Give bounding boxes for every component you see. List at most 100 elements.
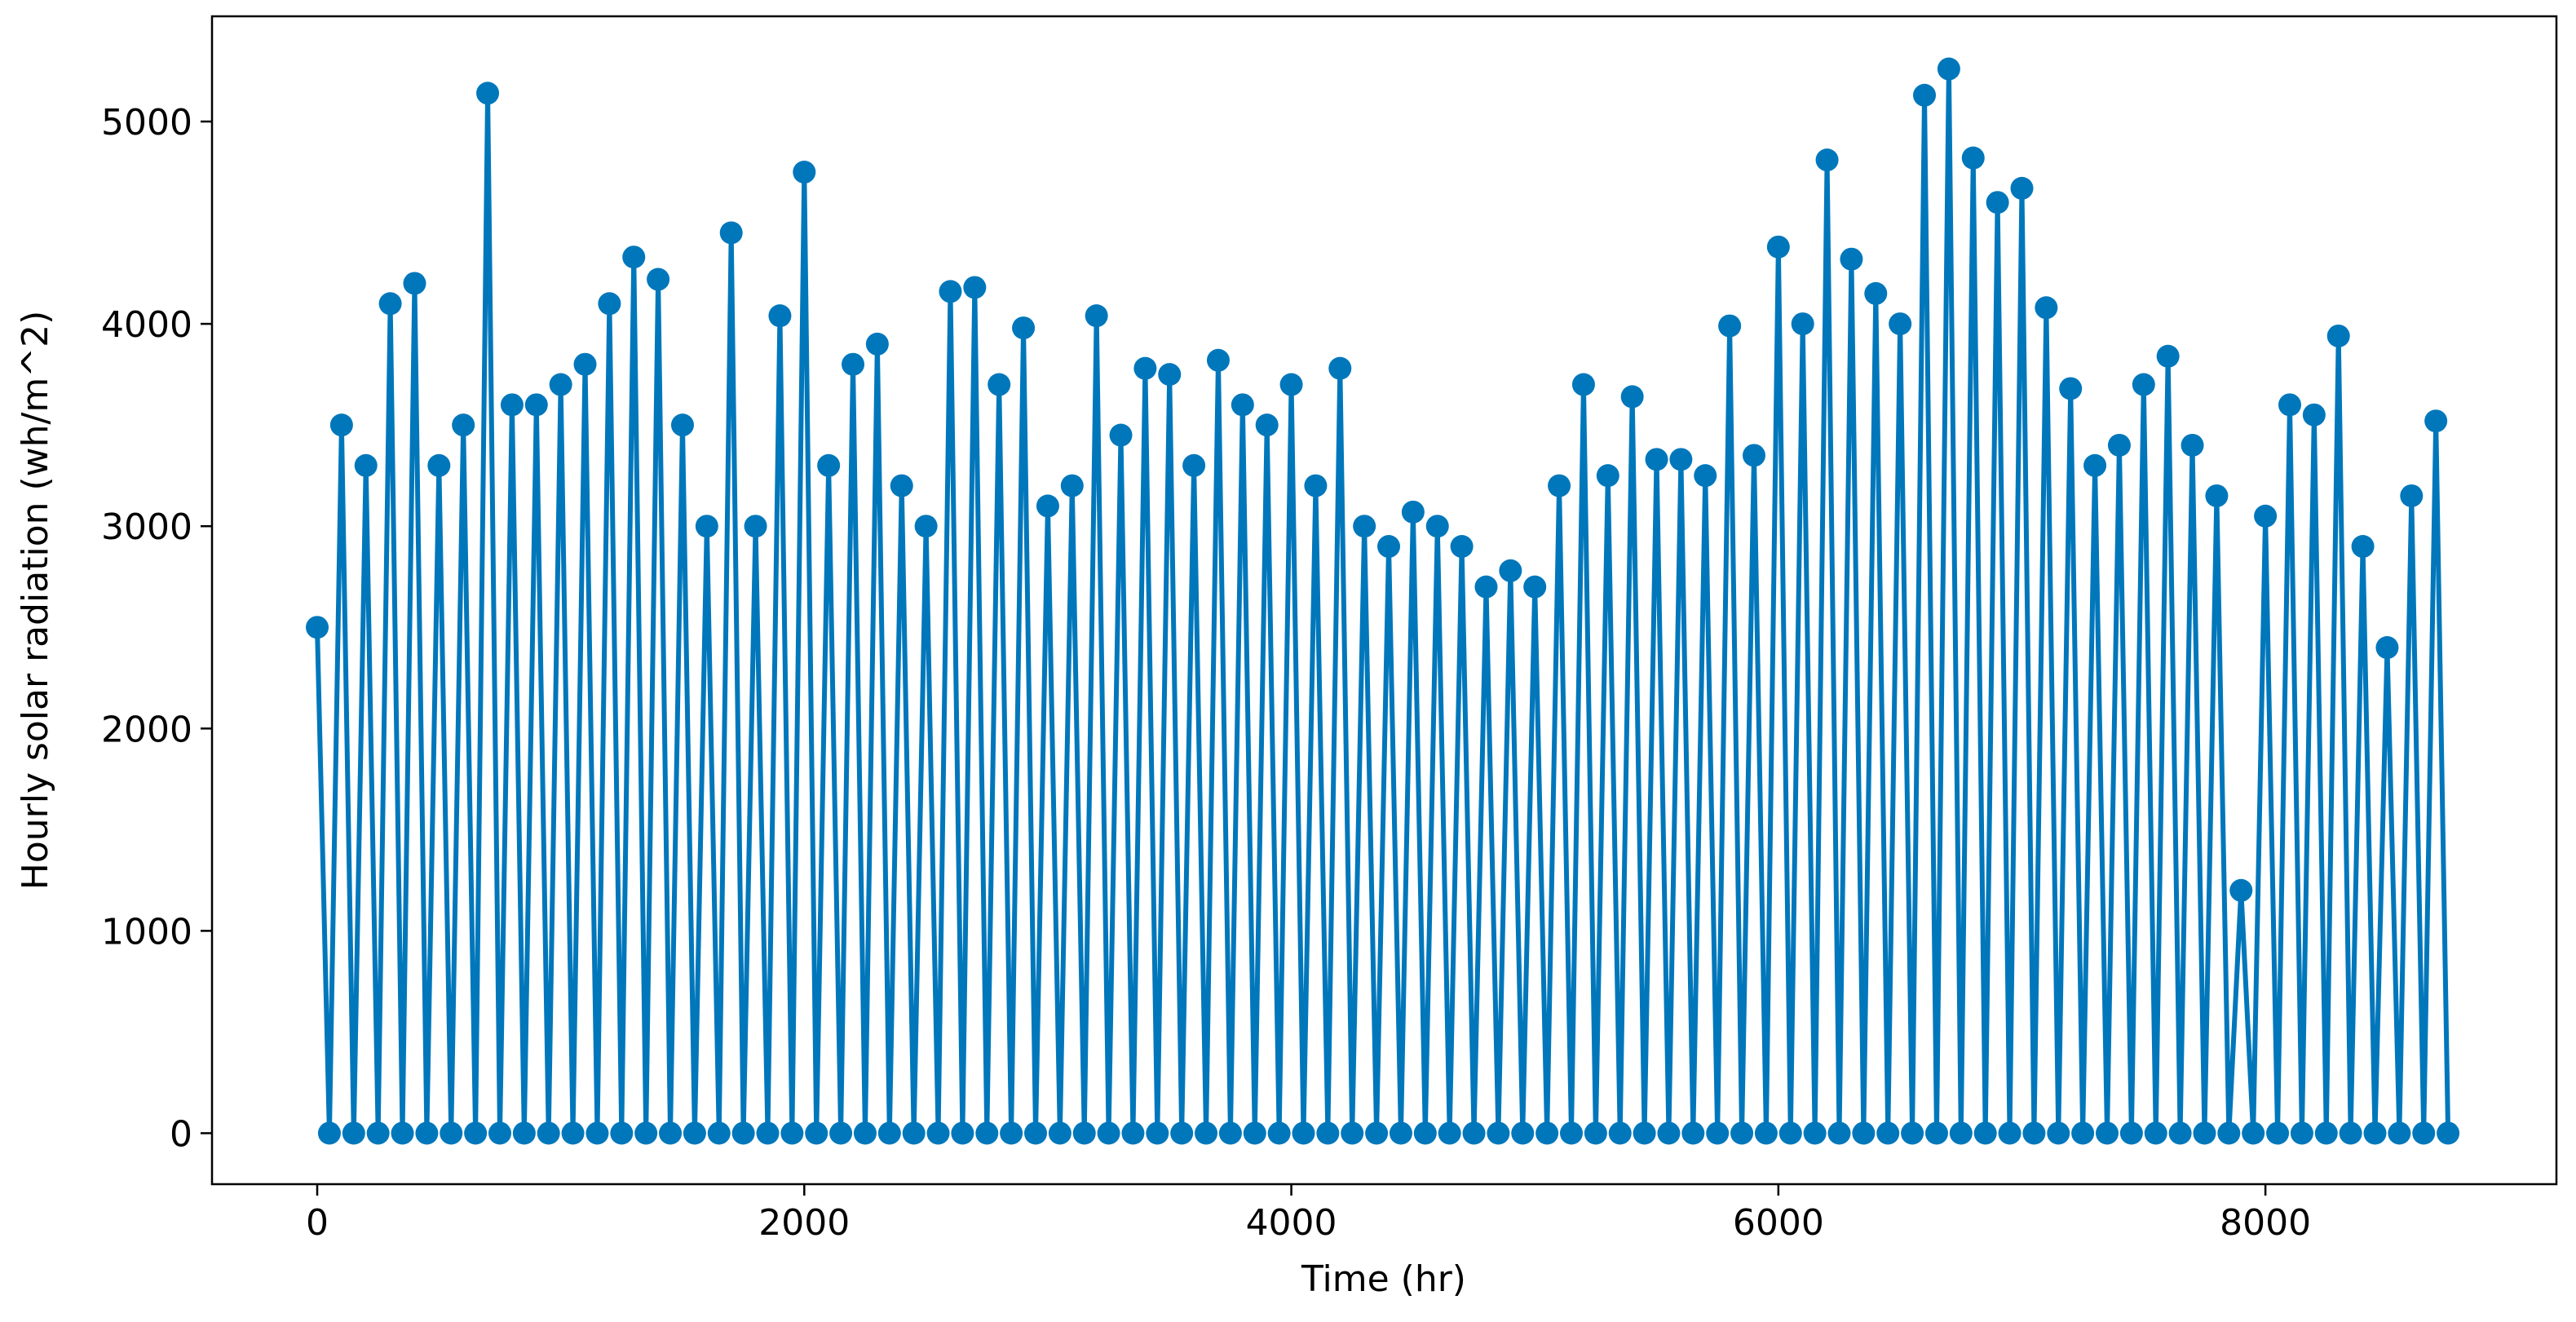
data-point bbox=[963, 276, 987, 299]
data-point bbox=[524, 393, 548, 417]
data-point bbox=[1218, 1121, 1242, 1145]
data-point bbox=[1255, 413, 1279, 437]
data-point bbox=[1596, 464, 1619, 488]
data-point bbox=[914, 515, 938, 538]
data-point bbox=[659, 1121, 683, 1145]
data-point bbox=[1681, 1121, 1705, 1145]
data-point bbox=[2217, 1121, 2241, 1145]
data-point bbox=[1852, 1121, 1876, 1145]
data-point bbox=[902, 1121, 926, 1145]
data-point bbox=[622, 245, 646, 269]
data-point bbox=[1924, 1121, 1948, 1145]
data-point bbox=[890, 474, 913, 497]
data-point bbox=[2388, 1121, 2411, 1145]
data-point bbox=[1499, 559, 1522, 582]
data-point bbox=[647, 267, 670, 291]
data-point bbox=[1072, 1121, 1096, 1145]
data-point bbox=[1511, 1121, 1535, 1145]
data-point bbox=[1778, 1121, 1802, 1145]
data-point bbox=[1060, 474, 1084, 497]
data-point bbox=[427, 453, 451, 477]
data-point bbox=[1937, 57, 1960, 81]
data-point bbox=[2351, 535, 2375, 559]
y-tick-label: 3000 bbox=[101, 506, 192, 548]
data-point bbox=[2168, 1121, 2192, 1145]
data-point bbox=[2083, 453, 2107, 477]
data-point bbox=[1133, 356, 1157, 380]
data-point bbox=[1425, 515, 1449, 538]
data-point bbox=[731, 1121, 755, 1145]
data-point bbox=[1840, 247, 1863, 271]
data-point bbox=[476, 82, 500, 105]
data-point bbox=[842, 352, 865, 376]
data-point bbox=[744, 515, 767, 538]
data-point bbox=[1815, 148, 1839, 172]
data-point bbox=[1438, 1121, 1461, 1145]
y-tick-label: 1000 bbox=[101, 911, 192, 953]
data-point bbox=[1571, 373, 1595, 396]
data-point bbox=[2375, 636, 2399, 660]
data-point bbox=[634, 1121, 658, 1145]
data-point bbox=[2193, 1121, 2216, 1145]
data-point bbox=[1231, 393, 1254, 417]
data-point bbox=[1876, 1121, 1900, 1145]
data-point bbox=[440, 1121, 463, 1145]
data-point bbox=[512, 1121, 536, 1145]
data-point bbox=[2302, 403, 2326, 427]
data-point bbox=[1450, 535, 1474, 559]
data-point bbox=[1973, 1121, 1997, 1145]
data-point bbox=[1000, 1121, 1023, 1145]
data-point bbox=[2424, 409, 2448, 433]
data-point bbox=[598, 292, 621, 316]
data-point bbox=[1694, 464, 1717, 488]
data-point bbox=[2229, 878, 2253, 902]
data-point bbox=[2326, 324, 2350, 347]
data-point bbox=[2205, 484, 2229, 507]
data-point bbox=[1961, 146, 1985, 170]
x-tick-label: 6000 bbox=[1733, 1202, 1824, 1244]
data-point bbox=[1109, 423, 1133, 447]
data-point bbox=[366, 1121, 390, 1145]
data-point bbox=[1657, 1121, 1681, 1145]
data-point bbox=[1304, 474, 1328, 497]
data-point bbox=[1195, 1121, 1218, 1145]
data-point bbox=[2437, 1121, 2460, 1145]
data-point bbox=[1766, 235, 1790, 259]
data-point bbox=[1523, 575, 1547, 599]
data-point bbox=[1146, 1121, 1169, 1145]
data-point bbox=[780, 1121, 804, 1145]
data-point bbox=[1487, 1121, 1510, 1145]
data-point bbox=[2096, 1121, 2119, 1145]
data-point bbox=[2156, 344, 2180, 368]
y-tick-label: 0 bbox=[170, 1113, 192, 1155]
data-point bbox=[1182, 453, 1206, 477]
data-point bbox=[1706, 1121, 1730, 1145]
data-point bbox=[695, 515, 718, 538]
data-point bbox=[793, 161, 816, 184]
data-point bbox=[1328, 356, 1352, 380]
data-point bbox=[1669, 448, 1693, 471]
data-point bbox=[1267, 1121, 1291, 1145]
data-point bbox=[1413, 1121, 1437, 1145]
data-point bbox=[1389, 1121, 1412, 1145]
data-point bbox=[1742, 444, 1765, 467]
data-point bbox=[1353, 515, 1376, 538]
data-point bbox=[2254, 504, 2278, 528]
data-point bbox=[1730, 1121, 1754, 1145]
data-point bbox=[488, 1121, 511, 1145]
data-point bbox=[2107, 433, 2131, 457]
data-point bbox=[805, 1121, 828, 1145]
data-point bbox=[1633, 1121, 1656, 1145]
y-tick-label: 2000 bbox=[101, 709, 192, 750]
y-tick-label: 5000 bbox=[101, 102, 192, 144]
data-point bbox=[1584, 1121, 1607, 1145]
data-point bbox=[2010, 176, 2034, 200]
data-point bbox=[975, 1121, 999, 1145]
data-point bbox=[670, 413, 694, 437]
data-point bbox=[1535, 1121, 1559, 1145]
data-point bbox=[1206, 348, 1230, 372]
data-point bbox=[1718, 314, 1742, 338]
data-point bbox=[1754, 1121, 1778, 1145]
data-point bbox=[1036, 494, 1059, 518]
